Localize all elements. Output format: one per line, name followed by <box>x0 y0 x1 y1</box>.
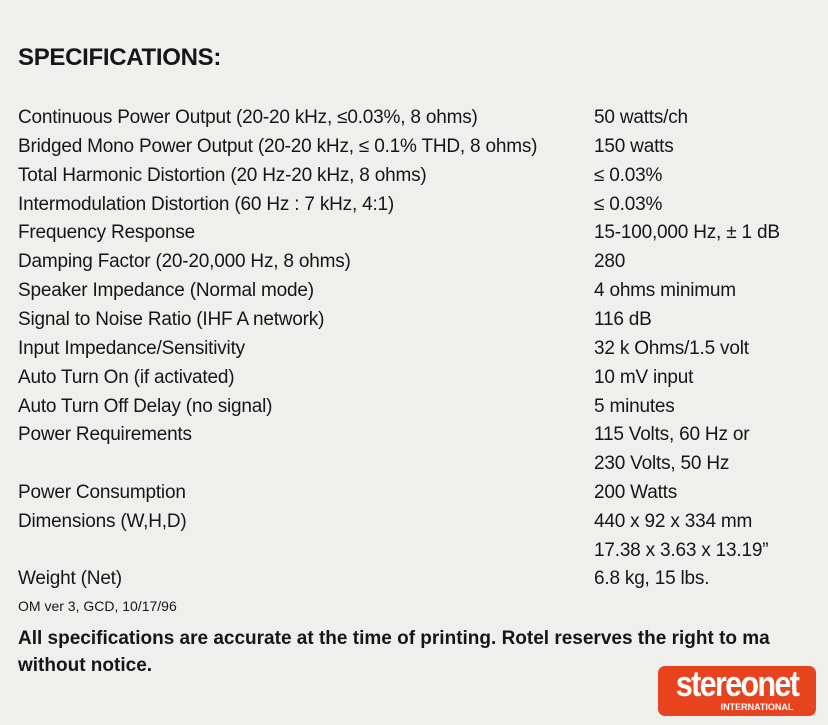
spec-value: 5 minutes <box>594 396 675 417</box>
spec-row: Continuous Power Output (20-20 kHz, ≤0.0… <box>0 103 828 132</box>
spec-label: Weight (Net) <box>18 568 122 589</box>
spec-label: Continuous Power Output (20-20 kHz, ≤0.0… <box>18 107 478 128</box>
spec-label: Speaker Impedance (Normal mode) <box>18 280 314 301</box>
page-title: SPECIFICATIONS: <box>18 44 222 71</box>
spec-row: Total Harmonic Distortion (20 Hz-20 kHz,… <box>0 161 828 190</box>
spec-row: Bridged Mono Power Output (20-20 kHz, ≤ … <box>0 132 828 161</box>
disclaimer: All specifications are accurate at the t… <box>18 625 770 679</box>
spec-value: 15-100,000 Hz, ± 1 dB <box>594 222 780 243</box>
spec-row: Dimensions (W,H,D) 440 x 92 x 334 mm <box>0 507 828 536</box>
spec-value: 230 Volts, 50 Hz <box>594 453 730 474</box>
spec-label: Auto Turn On (if activated) <box>18 367 235 388</box>
stereonet-logo: stereonet INTERNATIONAL <box>658 666 816 716</box>
spec-label: Intermodulation Distortion (60 Hz : 7 kH… <box>18 194 395 215</box>
spec-row: 17.38 x 3.63 x 13.19” <box>0 536 828 565</box>
spec-label: Total Harmonic Distortion (20 Hz-20 kHz,… <box>18 165 427 186</box>
spec-value: ≤ 0.03% <box>594 165 663 186</box>
spec-label: Frequency Response <box>18 222 196 243</box>
spec-label: Bridged Mono Power Output (20-20 kHz, ≤ … <box>18 136 538 157</box>
spec-label: Power Consumption <box>18 482 186 503</box>
spec-value: ≤ 0.03% <box>594 194 663 215</box>
spec-row: 230 Volts, 50 Hz <box>0 449 828 478</box>
spec-value: 440 x 92 x 334 mm <box>594 511 753 532</box>
spec-row: Power Requirements 115 Volts, 60 Hz or <box>0 420 828 449</box>
spec-value: 4 ohms minimum <box>594 280 736 301</box>
spec-row: Intermodulation Distortion (60 Hz : 7 kH… <box>0 190 828 219</box>
spec-row: Signal to Noise Ratio (IHF A network) 116… <box>0 305 828 334</box>
spec-label: Dimensions (W,H,D) <box>18 511 187 532</box>
spec-value: 200 Watts <box>594 482 678 503</box>
logo-text: stereonet <box>675 663 800 704</box>
spec-row: Speaker Impedance (Normal mode) 4 ohms mi… <box>0 276 828 305</box>
spec-label: Auto Turn Off Delay (no signal) <box>18 396 273 417</box>
spec-row: Auto Turn Off Delay (no signal) 5 minutes <box>0 392 828 421</box>
version-line: OM ver 3, GCD, 10/17/96 <box>18 598 177 614</box>
spec-value: 17.38 x 3.63 x 13.19” <box>594 540 769 561</box>
spec-row: Auto Turn On (if activated) 10 mV input <box>0 363 828 392</box>
disclaimer-line-1: All specifications are accurate at the t… <box>18 628 770 649</box>
spec-label: Damping Factor (20-20,000 Hz, 8 ohms) <box>18 251 351 272</box>
spec-label: Signal to Noise Ratio (IHF A network) <box>18 309 325 330</box>
spec-value: 116 dB <box>594 309 652 330</box>
spec-row: Power Consumption 200 Watts <box>0 478 828 507</box>
spec-value: 6.8 kg, 15 lbs. <box>594 568 710 589</box>
spec-value: 50 watts/ch <box>594 107 688 128</box>
spec-row: Weight (Net) 6.8 kg, 15 lbs. <box>0 564 828 593</box>
spec-label: Input Impedance/Sensitivity <box>18 338 245 359</box>
spec-value: 32 k Ohms/1.5 volt <box>594 338 749 359</box>
spec-row: Damping Factor (20-20,000 Hz, 8 ohms) 280 <box>0 247 828 276</box>
spec-row: Input Impedance/Sensitivity 32 k Ohms/1.5… <box>0 334 828 363</box>
spec-value: 115 Volts, 60 Hz or <box>594 424 750 445</box>
spec-value: 280 <box>594 251 626 272</box>
spec-value: 10 mV input <box>594 367 694 388</box>
disclaimer-line-2: without notice. <box>18 655 153 676</box>
spec-value: 150 watts <box>594 136 674 157</box>
logo-subtext: INTERNATIONAL <box>720 702 794 712</box>
spec-row: Frequency Response 15-100,000 Hz, ± 1 dB <box>0 218 828 247</box>
spec-label: Power Requirements <box>18 424 192 445</box>
